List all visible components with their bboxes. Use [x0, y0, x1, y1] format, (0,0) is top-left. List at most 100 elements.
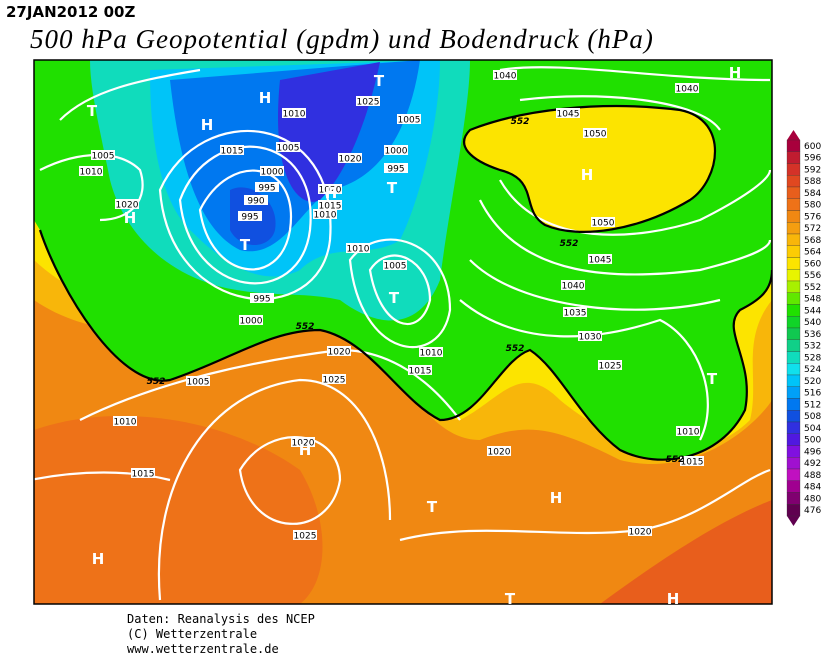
isobar-label: 1025 — [323, 376, 346, 386]
isobar-label-box — [384, 145, 408, 155]
colorbar-swatch — [786, 363, 801, 376]
colorbar-label: 544 — [804, 306, 821, 316]
colorbar-label: 532 — [804, 342, 821, 352]
map-labels: 1040 1040 1045 1050 1050 1045 1040 1035 1030 1025… — [79, 64, 741, 608]
colorbar-label: 520 — [804, 377, 821, 387]
isobar-label: 1015 — [319, 202, 342, 212]
colorbar-swatch — [786, 292, 801, 305]
colorbar-swatch — [786, 480, 801, 493]
colorbar-swatch — [786, 304, 801, 317]
colorbar-cap — [787, 130, 800, 140]
isobar-label-box — [408, 365, 432, 375]
isobar-label-box — [220, 145, 244, 155]
colorbar-swatch — [786, 245, 801, 258]
isobar-label-box — [598, 360, 622, 370]
colorbar-label: 504 — [804, 424, 821, 434]
colorbar-label: 476 — [804, 506, 821, 516]
footer-line: Daten: Reanalysis des NCEP — [127, 612, 315, 626]
colorbar-swatch — [786, 175, 801, 188]
isobar-label-box — [493, 70, 517, 80]
isobar-label-box — [293, 530, 317, 540]
colorbar-swatch — [786, 233, 801, 246]
pressure-center: H — [299, 441, 312, 459]
contour-label: 552 — [560, 239, 579, 249]
isobar-label: 1015 — [221, 147, 244, 157]
pressure-center: H — [325, 184, 338, 202]
isobar-label-box — [487, 446, 511, 456]
contour-label: 552 — [296, 322, 315, 332]
field-warm — [34, 415, 323, 604]
isobar-label-box — [591, 217, 615, 227]
contour-label: 552 — [147, 377, 166, 387]
field-cold — [278, 62, 380, 202]
isobar-label: 1015 — [409, 367, 432, 377]
isobar-label-box — [313, 209, 337, 219]
colorbar-label: 564 — [804, 248, 821, 258]
isobar-label-box — [676, 426, 700, 436]
pressure-center: H — [729, 64, 742, 82]
isobar-label-box — [397, 114, 421, 124]
isobar-label: 1040 — [562, 282, 585, 292]
isobar-label-box — [327, 346, 351, 356]
colorbar-swatch — [786, 139, 801, 152]
colorbar-swatch — [786, 386, 801, 399]
isobar-label: 1020 — [292, 439, 315, 449]
colorbar-swatch — [786, 280, 801, 293]
colorbar-label: 508 — [804, 412, 821, 422]
colorbar-label: 572 — [804, 224, 821, 234]
contour-label: 552 — [506, 344, 525, 354]
colorbar-swatch — [786, 186, 801, 199]
pressure-center: T — [505, 590, 516, 608]
isobars — [34, 66, 772, 601]
isobar-label: 1050 — [584, 130, 607, 140]
pressure-center: T — [387, 179, 398, 197]
colorbar-label: 548 — [804, 295, 821, 305]
isobar-label-box — [79, 166, 103, 176]
pressure-center: T — [374, 72, 385, 90]
contour-label: 552 — [511, 117, 530, 127]
colorbar-swatch — [786, 374, 801, 387]
isobar-label: 1040 — [494, 72, 517, 82]
colorbar-swatch — [786, 316, 801, 329]
isobar-label: 1005 — [187, 378, 210, 388]
colorbar-label: 552 — [804, 283, 821, 293]
pressure-center: H — [92, 550, 105, 568]
isobar-label: 1020 — [328, 348, 351, 358]
pressure-center: T — [240, 236, 251, 254]
colorbar-swatch — [786, 269, 801, 282]
isobar-label: 1045 — [589, 256, 612, 266]
isobar-label: 1040 — [676, 85, 699, 95]
isobar-label: 1000 — [240, 317, 263, 327]
colorbar-label: 568 — [804, 236, 821, 246]
isobar-label: 1035 — [564, 309, 587, 319]
isobar-label: 1005 — [398, 116, 421, 126]
isobar-label: 1020 — [488, 448, 511, 458]
pressure-center: H — [124, 209, 137, 227]
isobar-label: 1005 — [92, 152, 115, 162]
map-date: 27JAN2012 00Z — [6, 3, 135, 21]
isobar-label: 1050 — [592, 219, 615, 229]
colorbar-label: 600 — [804, 142, 821, 152]
isobar-label: 1010 — [283, 110, 306, 120]
colorbar-label: 512 — [804, 400, 821, 410]
pressure-center: T — [87, 102, 98, 120]
isobar-label-box — [91, 150, 115, 160]
colorbar-label: 480 — [804, 494, 821, 504]
isobar-label: 1015 — [681, 458, 704, 468]
colorbar-swatch — [786, 433, 801, 446]
isobar-label: 995 — [387, 165, 404, 175]
isobar-label-box — [282, 108, 306, 118]
colorbar-swatch — [786, 222, 801, 235]
colorbar-swatch — [786, 504, 801, 517]
isobar-label-box — [291, 437, 315, 447]
colorbar-swatch — [786, 339, 801, 352]
colorbar-swatch — [786, 351, 801, 364]
isobar-label: 1010 — [420, 349, 443, 359]
colorbar-swatch — [786, 257, 801, 270]
isobar-label: 1015 — [132, 470, 155, 480]
isobar-label: 1025 — [294, 532, 317, 542]
colorbar-label: 576 — [804, 212, 821, 222]
colorbar-swatch — [786, 445, 801, 458]
isobar-label-box — [113, 416, 137, 426]
colorbar-label: 496 — [804, 447, 821, 457]
